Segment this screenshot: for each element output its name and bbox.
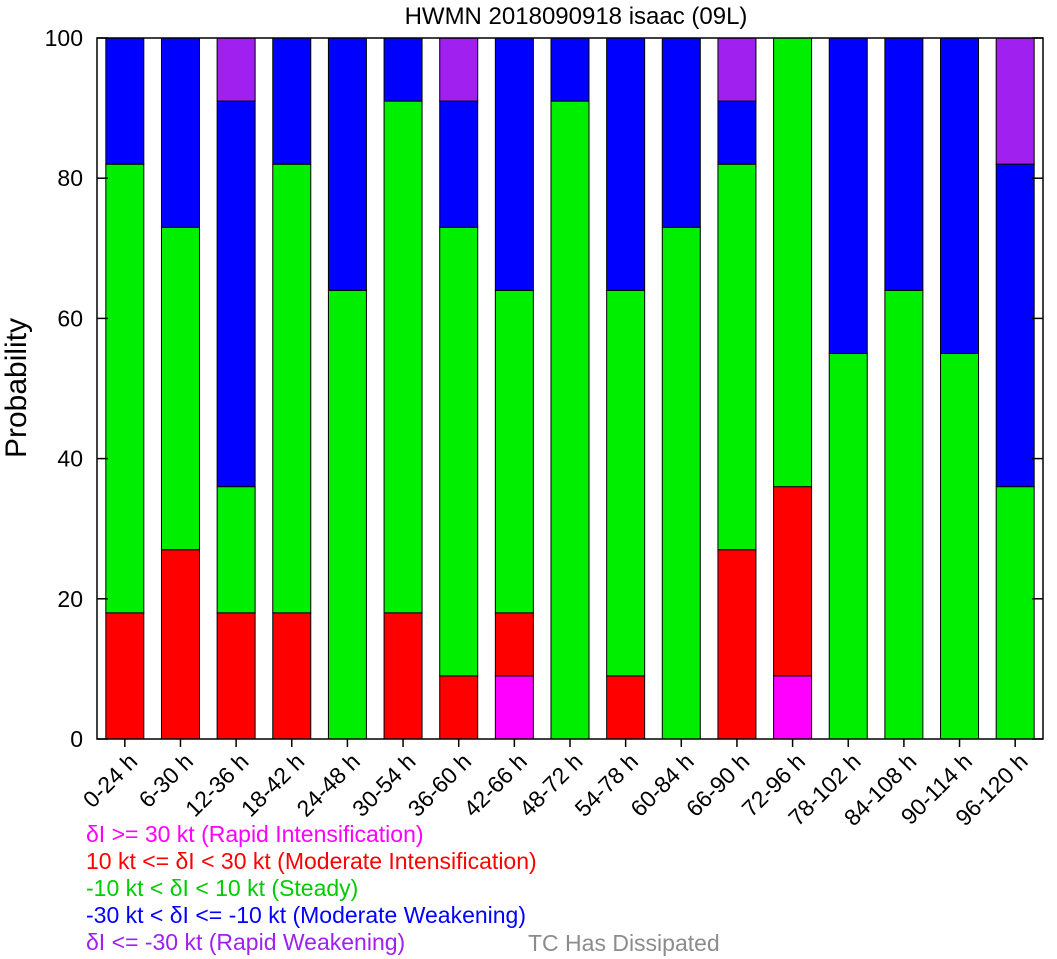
bar-segment-90-114h-s2 bbox=[940, 352, 980, 740]
y-tick-labels: 0 20 40 60 80 100 bbox=[45, 25, 83, 752]
y-tick-label: 40 bbox=[57, 446, 83, 472]
legend-entry-rapid-weakening: δI <= -30 kt (Rapid Weakening) bbox=[86, 929, 406, 955]
bar-segment-36-60h-s4 bbox=[439, 37, 479, 102]
bar-segment-60-84h-s3 bbox=[661, 37, 701, 228]
legend-entry-dissipated: TC Has Dissipated bbox=[528, 930, 720, 956]
chart-title: HWMN 2018090918 isaac (09L) bbox=[405, 3, 748, 30]
bar-segment-96-120h-s3 bbox=[995, 163, 1035, 488]
bar-segment-36-60h-s2 bbox=[439, 226, 479, 677]
x-tick-labels: 0-24 h6-30 h12-36 h18-42 h24-48 h30-54 h… bbox=[78, 748, 1033, 831]
y-axis-label: Probability bbox=[0, 318, 33, 458]
bar-segment-72-96h-s2 bbox=[773, 37, 813, 488]
axes-group bbox=[96, 37, 1044, 747]
bar-segment-48-72h-s3 bbox=[550, 37, 590, 102]
bar-segment-30-54h-s3 bbox=[383, 37, 423, 102]
bar-segment-72-96h-s0 bbox=[773, 675, 813, 740]
bar-segment-42-66h-s1 bbox=[494, 612, 534, 677]
bar-segment-18-42h-s1 bbox=[272, 612, 312, 740]
bar-segment-54-78h-s1 bbox=[606, 675, 646, 740]
bar-segment-42-66h-s2 bbox=[494, 289, 534, 614]
y-tick-label: 100 bbox=[45, 25, 83, 51]
x-tick-label: 0-24 h bbox=[78, 748, 143, 813]
bar-segment-42-66h-s0 bbox=[494, 675, 534, 740]
bar-segment-78-102h-s3 bbox=[828, 37, 868, 354]
bar-segment-78-102h-s2 bbox=[828, 352, 868, 740]
bar-segment-72-96h-s1 bbox=[773, 486, 813, 677]
bar-segment-30-54h-s1 bbox=[383, 612, 423, 740]
legend-entry-moderate-weakening: -30 kt < δI <= -10 kt (Moderate Weakenin… bbox=[86, 902, 527, 928]
bar-segment-66-90h-s1 bbox=[717, 549, 757, 740]
bar-segment-18-42h-s3 bbox=[272, 37, 312, 165]
bar-segment-12-36h-s2 bbox=[216, 486, 256, 614]
bar-segment-48-72h-s2 bbox=[550, 100, 590, 740]
bar-segment-6-30h-s1 bbox=[160, 549, 200, 740]
y-tick-label: 60 bbox=[57, 305, 83, 331]
bar-segment-60-84h-s2 bbox=[661, 226, 701, 740]
bar-segment-6-30h-s2 bbox=[160, 226, 200, 551]
legend-entry-rapid-intensification: δI >= 30 kt (Rapid Intensification) bbox=[86, 821, 424, 847]
bar-segment-0-24h-s2 bbox=[105, 163, 145, 614]
bar-segment-24-48h-s2 bbox=[327, 289, 367, 740]
bar-segment-66-90h-s4 bbox=[717, 37, 757, 102]
bars-group bbox=[105, 37, 1035, 740]
bar-segment-0-24h-s3 bbox=[105, 37, 145, 165]
bar-segment-84-108h-s3 bbox=[884, 37, 924, 291]
bar-segment-66-90h-s2 bbox=[717, 163, 757, 551]
bar-segment-0-24h-s1 bbox=[105, 612, 145, 740]
bar-segment-12-36h-s3 bbox=[216, 100, 256, 488]
bar-segment-90-114h-s3 bbox=[940, 37, 980, 354]
bar-segment-36-60h-s1 bbox=[439, 675, 479, 740]
bar-segment-18-42h-s2 bbox=[272, 163, 312, 614]
bar-segment-6-30h-s3 bbox=[160, 37, 200, 228]
bar-segment-84-108h-s2 bbox=[884, 289, 924, 740]
bar-segment-42-66h-s3 bbox=[494, 37, 534, 291]
bar-segment-54-78h-s3 bbox=[606, 37, 646, 291]
legend-entry-steady: -10 kt < δI < 10 kt (Steady) bbox=[86, 875, 359, 901]
bar-segment-36-60h-s3 bbox=[439, 100, 479, 228]
bar-segment-12-36h-s1 bbox=[216, 612, 256, 740]
y-tick-label: 80 bbox=[57, 165, 83, 191]
bar-segment-66-90h-s3 bbox=[717, 100, 757, 165]
y-tick-label: 20 bbox=[57, 586, 83, 612]
legend: δI >= 30 kt (Rapid Intensification) 10 k… bbox=[86, 821, 537, 956]
bar-segment-96-120h-s4 bbox=[995, 37, 1035, 165]
legend-entry-moderate-intensification: 10 kt <= δI < 30 kt (Moderate Intensific… bbox=[86, 848, 537, 874]
bar-segment-96-120h-s2 bbox=[995, 486, 1035, 740]
bar-segment-54-78h-s2 bbox=[606, 289, 646, 677]
y-tick-label: 0 bbox=[70, 726, 83, 752]
bar-segment-30-54h-s2 bbox=[383, 100, 423, 614]
bar-segment-12-36h-s4 bbox=[216, 37, 256, 102]
bar-segment-24-48h-s3 bbox=[327, 37, 367, 291]
